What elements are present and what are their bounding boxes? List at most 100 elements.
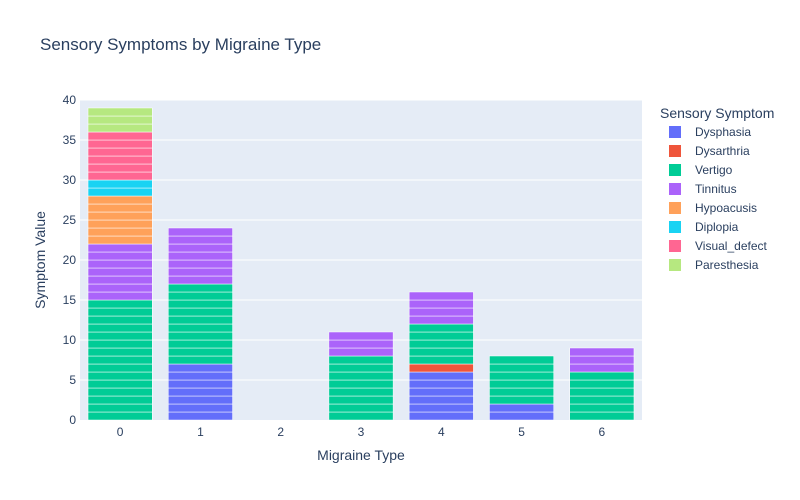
bar-segment[interactable] [569,347,635,357]
bar-segment[interactable] [408,379,474,389]
bar-segment[interactable] [569,411,635,421]
bar-segment[interactable] [87,371,153,381]
bar-segment[interactable] [408,411,474,421]
legend-item[interactable]: Tinnitus [669,182,737,196]
bar-segment[interactable] [87,267,153,277]
bar-segment[interactable] [569,355,635,365]
bar-segment[interactable] [168,403,233,413]
bar-segment[interactable] [168,395,233,405]
bar-segment[interactable] [87,131,153,141]
bar-segment[interactable] [87,123,153,133]
bar-segment[interactable] [87,195,153,205]
bar-segment[interactable] [489,387,554,397]
bar-segment[interactable] [168,235,233,245]
bar-segment[interactable] [408,323,474,333]
bar-segment[interactable] [168,315,233,325]
bar-segment[interactable] [87,291,153,301]
legend-item[interactable]: Paresthesia [669,258,759,272]
bar-segment[interactable] [168,267,233,277]
bar-segment[interactable] [489,379,554,389]
bar-segment[interactable] [87,107,153,117]
bar-segment[interactable] [408,331,474,341]
bar-segment[interactable] [87,163,153,173]
bar-segment[interactable] [87,171,153,181]
bar-segment[interactable] [328,355,394,365]
bar-segment[interactable] [168,379,233,389]
bar-segment[interactable] [168,323,233,333]
bar-segment[interactable] [408,355,474,365]
bar-segment[interactable] [168,371,233,381]
bar-segment[interactable] [408,291,474,301]
bar-segment[interactable] [408,299,474,309]
bar-segment[interactable] [87,275,153,285]
bar-segment[interactable] [569,403,635,413]
bar-segment[interactable] [168,227,233,237]
bar-segment[interactable] [408,371,474,381]
bar-segment[interactable] [569,387,635,397]
bar-segment[interactable] [168,387,233,397]
bar-segment[interactable] [489,355,554,365]
legend-item[interactable]: Dysphasia [669,125,751,139]
legend[interactable]: Sensory Symptom Dysphasia Dysarthria Verti… [660,105,774,272]
bar-segment[interactable] [87,203,153,213]
bar-segment[interactable] [87,219,153,229]
bar-segment[interactable] [569,379,635,389]
bar-segment[interactable] [87,251,153,261]
bar-segment[interactable] [87,363,153,373]
bar-segment[interactable] [168,291,233,301]
bar-segment[interactable] [87,147,153,157]
bar-segment[interactable] [87,331,153,341]
bar-segment[interactable] [168,339,233,349]
bar-segment[interactable] [168,411,233,421]
bar-segment[interactable] [408,315,474,325]
bar-segment[interactable] [87,315,153,325]
bar-segment[interactable] [168,331,233,341]
bar-segment[interactable] [569,363,635,373]
bar-segment[interactable] [489,403,554,413]
bar-segment[interactable] [408,307,474,317]
bar-segment[interactable] [87,355,153,365]
bar-segment[interactable] [408,395,474,405]
bar-segment[interactable] [87,139,153,149]
bar-segment[interactable] [168,243,233,253]
bar-segment[interactable] [87,323,153,333]
bar-segment[interactable] [87,283,153,293]
bar-segment[interactable] [328,363,394,373]
bar-segment[interactable] [328,339,394,349]
bar-segment[interactable] [168,259,233,269]
bar-segment[interactable] [87,235,153,245]
bar-segment[interactable] [328,387,394,397]
bar-segment[interactable] [87,379,153,389]
bar-segment[interactable] [168,363,233,373]
bar-segment[interactable] [408,403,474,413]
bar-segment[interactable] [489,371,554,381]
bar-segment[interactable] [168,251,233,261]
bar-segment[interactable] [87,259,153,269]
bar-segment[interactable] [87,403,153,413]
bar-segment[interactable] [328,411,394,421]
legend-item[interactable]: Dysarthria [669,144,750,158]
bar-segment[interactable] [489,411,554,421]
bar-segment[interactable] [328,331,394,341]
bar-segment[interactable] [87,299,153,309]
bar-segment[interactable] [168,299,233,309]
bar-segment[interactable] [168,307,233,317]
bar-segment[interactable] [87,307,153,317]
bar-segment[interactable] [408,339,474,349]
bar-segment[interactable] [87,339,153,349]
bar-segment[interactable] [87,187,153,197]
bar-segment[interactable] [168,355,233,365]
bar-segment[interactable] [569,395,635,405]
bar-segment[interactable] [87,395,153,405]
bar-segment[interactable] [328,347,394,357]
bar-segment[interactable] [87,155,153,165]
bar-segment[interactable] [87,211,153,221]
bar-segment[interactable] [87,347,153,357]
legend-item[interactable]: Visual_defect [669,239,767,253]
bar-segment[interactable] [408,347,474,357]
bar-segment[interactable] [168,275,233,285]
bar-segment[interactable] [408,363,474,373]
legend-item[interactable]: Hypoacusis [669,201,757,215]
bar-segment[interactable] [328,403,394,413]
bar-segment[interactable] [87,411,153,421]
